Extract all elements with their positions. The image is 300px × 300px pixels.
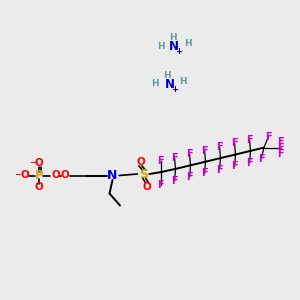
Text: F: F bbox=[201, 146, 208, 156]
Text: H: H bbox=[157, 42, 164, 51]
Text: H: H bbox=[169, 33, 176, 42]
Text: N: N bbox=[164, 77, 175, 91]
Text: H: H bbox=[151, 80, 158, 88]
Text: P: P bbox=[35, 169, 43, 182]
Text: F: F bbox=[171, 176, 178, 186]
Text: −: − bbox=[14, 170, 21, 179]
Text: S: S bbox=[140, 167, 148, 181]
Text: N: N bbox=[169, 40, 179, 53]
Text: F: F bbox=[246, 135, 253, 145]
Text: F: F bbox=[186, 172, 193, 182]
Text: O: O bbox=[20, 170, 29, 181]
Text: F: F bbox=[277, 142, 284, 153]
Text: F: F bbox=[258, 154, 264, 164]
Text: F: F bbox=[157, 155, 164, 166]
Text: F: F bbox=[265, 131, 272, 142]
Text: O: O bbox=[136, 157, 145, 167]
Text: F: F bbox=[171, 153, 178, 163]
Text: F: F bbox=[201, 168, 208, 178]
Text: H: H bbox=[184, 39, 191, 48]
Text: O: O bbox=[51, 170, 60, 181]
Text: +: + bbox=[171, 85, 178, 94]
Text: F: F bbox=[277, 148, 284, 159]
Text: O: O bbox=[34, 158, 43, 169]
Text: F: F bbox=[231, 161, 238, 171]
Text: F: F bbox=[216, 142, 223, 152]
Text: H: H bbox=[163, 70, 170, 80]
Text: F: F bbox=[186, 149, 193, 159]
Text: N: N bbox=[107, 169, 118, 182]
Text: F: F bbox=[157, 179, 164, 190]
Text: F: F bbox=[231, 138, 238, 148]
Text: −: − bbox=[29, 158, 36, 167]
Text: F: F bbox=[277, 136, 284, 147]
Text: F: F bbox=[216, 165, 223, 175]
Text: H: H bbox=[179, 77, 187, 86]
Text: O: O bbox=[60, 170, 69, 181]
Text: +: + bbox=[175, 47, 182, 56]
Text: F: F bbox=[246, 158, 253, 168]
Text: O: O bbox=[142, 182, 152, 192]
Text: O: O bbox=[34, 182, 43, 193]
